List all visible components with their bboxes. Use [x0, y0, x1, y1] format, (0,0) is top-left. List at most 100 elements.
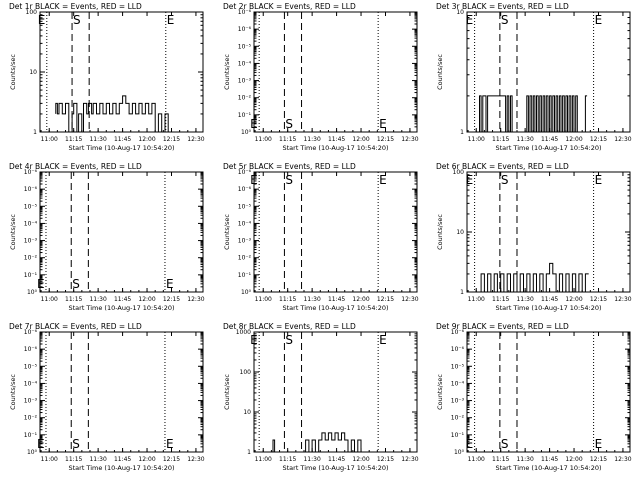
panel-det-9: Det 9r BLACK = Events, RED = LLD 11:00 11:…	[436, 322, 632, 472]
panel-title: Det 3r BLACK = Events, RED = LLD	[436, 2, 569, 11]
x-tick-label: 11:30	[89, 136, 106, 143]
series-events-line	[272, 432, 365, 453]
y-tick-label: 1	[460, 129, 464, 136]
marker-s: S	[72, 437, 80, 451]
y-tick-label: 10⁻⁶	[24, 346, 38, 353]
y-tick-label: 10⁰	[241, 289, 252, 296]
panel-det-5: Det 5r BLACK = Events, RED = LLD 11:00 11:…	[223, 162, 419, 312]
y-tick-label: 10⁻²	[238, 255, 252, 262]
x-tick-label: 12:00	[565, 296, 582, 303]
x-axis-label: Start Time (10-Aug-17 10:54:20)	[282, 464, 388, 472]
y-tick-label: 10⁻⁴	[451, 380, 465, 387]
y-tick-label: 10⁻³	[238, 78, 252, 85]
x-tick-label: 11:45	[114, 456, 131, 463]
x-tick-label: 12:30	[187, 456, 204, 463]
marker-e-end: E	[167, 13, 175, 27]
marker-e-end: E	[595, 173, 603, 187]
y-tick-label: 1	[247, 449, 251, 456]
y-axis-label: Counts/sec	[9, 54, 17, 90]
plot-frame	[466, 331, 631, 453]
x-axis-label: Start Time (10-Aug-17 10:54:20)	[495, 144, 601, 152]
x-axis-label: Start Time (10-Aug-17 10:54:20)	[282, 304, 388, 312]
y-tick-label: 10⁻¹	[24, 272, 38, 279]
y-tick-label: 10⁻¹	[238, 112, 252, 119]
x-tick-label: 11:30	[89, 296, 106, 303]
x-tick-label: 11:45	[328, 456, 345, 463]
x-tick-label: 12:15	[163, 456, 180, 463]
marker-e-end: E	[166, 437, 174, 451]
y-tick-label: 10⁰	[454, 449, 465, 456]
y-tick-label: 10	[456, 229, 464, 236]
x-tick-label: 12:15	[590, 456, 607, 463]
x-tick-label: 12:00	[565, 136, 582, 143]
x-tick-label: 11:30	[303, 136, 320, 143]
x-axis-label: Start Time (10-Aug-17 10:54:20)	[68, 464, 174, 472]
plot-frame	[39, 331, 204, 453]
y-axis-label: Counts/sec	[9, 214, 17, 250]
y-axis-label: Counts/sec	[436, 54, 444, 90]
x-tick-label: 12:00	[352, 296, 369, 303]
y-tick-label: 10⁻²	[451, 415, 465, 422]
series-events-line	[55, 95, 172, 133]
x-tick-label: 12:30	[614, 296, 631, 303]
x-tick-label: 12:00	[138, 456, 155, 463]
x-tick-label: 12:15	[377, 456, 394, 463]
x-axis-label: Start Time (10-Aug-17 10:54:20)	[68, 304, 174, 312]
x-axis-label: Start Time (10-Aug-17 10:54:20)	[495, 304, 601, 312]
x-tick-label: 11:00	[468, 296, 485, 303]
y-tick-label: 10⁻⁶	[238, 186, 252, 193]
y-axis-label: Counts/sec	[436, 214, 444, 250]
panel-det-1: Det 1r BLACK = Events, RED = LLD 11:00 11:…	[9, 2, 205, 152]
y-tick-label: 1	[33, 129, 37, 136]
y-tick-label: 10⁻⁶	[238, 9, 252, 16]
x-tick-label: 11:00	[468, 136, 485, 143]
y-tick-label: 10⁻⁵	[24, 363, 38, 370]
marker-s: S	[501, 173, 509, 187]
panel-title: Det 9r BLACK = Events, RED = LLD	[436, 322, 569, 331]
x-tick-label: 12:30	[401, 456, 418, 463]
x-tick-label: 12:00	[138, 296, 155, 303]
panel-det-7: Det 7r BLACK = Events, RED = LLD 11:00 11:…	[9, 322, 205, 472]
panel-title: Det 1r BLACK = Events, RED = LLD	[9, 2, 142, 11]
marker-e-end: E	[595, 437, 603, 451]
y-tick-label: 10⁻⁶	[451, 329, 465, 336]
marker-e-start: E	[37, 277, 45, 291]
x-tick-label: 11:45	[541, 456, 558, 463]
marker-e-end: E	[379, 173, 387, 187]
y-tick-label: 10⁻³	[24, 398, 38, 405]
plot-frame	[39, 171, 204, 293]
y-tick-label: 10⁻³	[238, 238, 252, 245]
x-tick-label: 11:00	[41, 456, 58, 463]
x-tick-label: 11:15	[279, 456, 296, 463]
y-tick-label: 10	[29, 69, 37, 76]
x-tick-label: 11:30	[516, 296, 533, 303]
x-tick-label: 11:45	[541, 296, 558, 303]
y-tick-label: 10⁻²	[24, 255, 38, 262]
panel-title: Det 7r BLACK = Events, RED = LLD	[9, 322, 142, 331]
y-tick-label: 10⁻³	[24, 238, 38, 245]
marker-e-end: E	[595, 13, 603, 27]
x-tick-label: 11:30	[516, 456, 533, 463]
y-tick-label: 100	[26, 9, 38, 16]
y-tick-label: 100	[453, 169, 465, 176]
x-tick-label: 11:15	[492, 296, 509, 303]
y-tick-label: 10⁻⁵	[238, 43, 252, 50]
x-tick-label: 11:15	[65, 296, 82, 303]
x-tick-label: 12:15	[590, 136, 607, 143]
plot-frame	[253, 171, 418, 293]
marker-e-end: E	[166, 277, 174, 291]
panel-title: Det 2r BLACK = Events, RED = LLD	[223, 2, 356, 11]
marker-e-start: E	[466, 13, 474, 27]
marker-e-start: E	[250, 173, 258, 187]
x-tick-label: 11:45	[328, 296, 345, 303]
marker-s: S	[285, 173, 293, 187]
y-tick-label: 10⁻⁴	[24, 220, 38, 227]
y-tick-label: 10⁻⁵	[24, 203, 38, 210]
marker-e-end: E	[379, 333, 387, 347]
y-tick-label: 10⁰	[27, 449, 38, 456]
y-axis-label: Counts/sec	[223, 214, 231, 250]
y-tick-label: 10	[243, 409, 251, 416]
x-tick-label: 12:30	[187, 296, 204, 303]
x-tick-label: 11:30	[89, 456, 106, 463]
